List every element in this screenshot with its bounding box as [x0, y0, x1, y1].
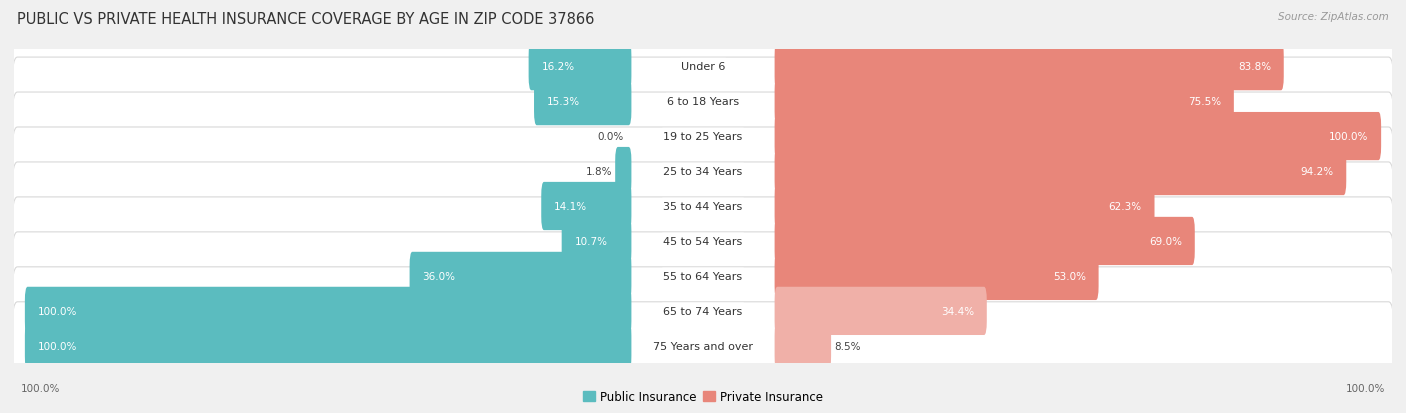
Text: 35 to 44 Years: 35 to 44 Years [664, 202, 742, 211]
Text: 0.0%: 0.0% [598, 132, 623, 142]
Legend: Public Insurance, Private Insurance: Public Insurance, Private Insurance [578, 385, 828, 408]
FancyBboxPatch shape [775, 287, 987, 335]
Text: 100.0%: 100.0% [1329, 132, 1368, 142]
Text: 83.8%: 83.8% [1237, 62, 1271, 72]
FancyBboxPatch shape [13, 302, 1393, 390]
Text: 16.2%: 16.2% [541, 62, 575, 72]
Text: 34.4%: 34.4% [941, 306, 974, 316]
Text: 65 to 74 Years: 65 to 74 Years [664, 306, 742, 316]
Text: 45 to 54 Years: 45 to 54 Years [664, 236, 742, 247]
FancyBboxPatch shape [13, 128, 1393, 216]
FancyBboxPatch shape [775, 252, 1098, 300]
FancyBboxPatch shape [529, 43, 631, 91]
FancyBboxPatch shape [775, 43, 1284, 91]
FancyBboxPatch shape [13, 58, 1393, 146]
FancyBboxPatch shape [409, 252, 631, 300]
Text: 75 Years and over: 75 Years and over [652, 341, 754, 351]
FancyBboxPatch shape [25, 287, 631, 335]
FancyBboxPatch shape [25, 322, 631, 370]
Text: 100.0%: 100.0% [1346, 383, 1385, 393]
FancyBboxPatch shape [561, 217, 631, 266]
FancyBboxPatch shape [775, 113, 1381, 161]
Text: 25 to 34 Years: 25 to 34 Years [664, 166, 742, 177]
Text: 15.3%: 15.3% [547, 97, 581, 107]
FancyBboxPatch shape [13, 163, 1393, 250]
Text: 53.0%: 53.0% [1053, 271, 1085, 281]
Text: Under 6: Under 6 [681, 62, 725, 72]
Text: 19 to 25 Years: 19 to 25 Years [664, 132, 742, 142]
Text: 55 to 64 Years: 55 to 64 Years [664, 271, 742, 281]
FancyBboxPatch shape [616, 147, 631, 196]
Text: 100.0%: 100.0% [38, 306, 77, 316]
FancyBboxPatch shape [775, 217, 1195, 266]
FancyBboxPatch shape [13, 23, 1393, 111]
Text: 10.7%: 10.7% [575, 236, 607, 247]
Text: 36.0%: 36.0% [422, 271, 456, 281]
FancyBboxPatch shape [775, 322, 831, 370]
FancyBboxPatch shape [541, 183, 631, 230]
FancyBboxPatch shape [775, 183, 1154, 230]
Text: 69.0%: 69.0% [1149, 236, 1182, 247]
Text: 100.0%: 100.0% [38, 341, 77, 351]
Text: 6 to 18 Years: 6 to 18 Years [666, 97, 740, 107]
Text: Source: ZipAtlas.com: Source: ZipAtlas.com [1278, 12, 1389, 22]
FancyBboxPatch shape [13, 93, 1393, 181]
Text: PUBLIC VS PRIVATE HEALTH INSURANCE COVERAGE BY AGE IN ZIP CODE 37866: PUBLIC VS PRIVATE HEALTH INSURANCE COVER… [17, 12, 595, 27]
Text: 62.3%: 62.3% [1108, 202, 1142, 211]
Text: 100.0%: 100.0% [21, 383, 60, 393]
FancyBboxPatch shape [13, 197, 1393, 285]
Text: 1.8%: 1.8% [586, 166, 613, 177]
FancyBboxPatch shape [534, 78, 631, 126]
FancyBboxPatch shape [13, 267, 1393, 355]
Text: 14.1%: 14.1% [554, 202, 588, 211]
Text: 94.2%: 94.2% [1301, 166, 1333, 177]
FancyBboxPatch shape [13, 232, 1393, 320]
FancyBboxPatch shape [775, 147, 1347, 196]
Text: 8.5%: 8.5% [834, 341, 860, 351]
Text: 75.5%: 75.5% [1188, 97, 1220, 107]
FancyBboxPatch shape [775, 78, 1234, 126]
